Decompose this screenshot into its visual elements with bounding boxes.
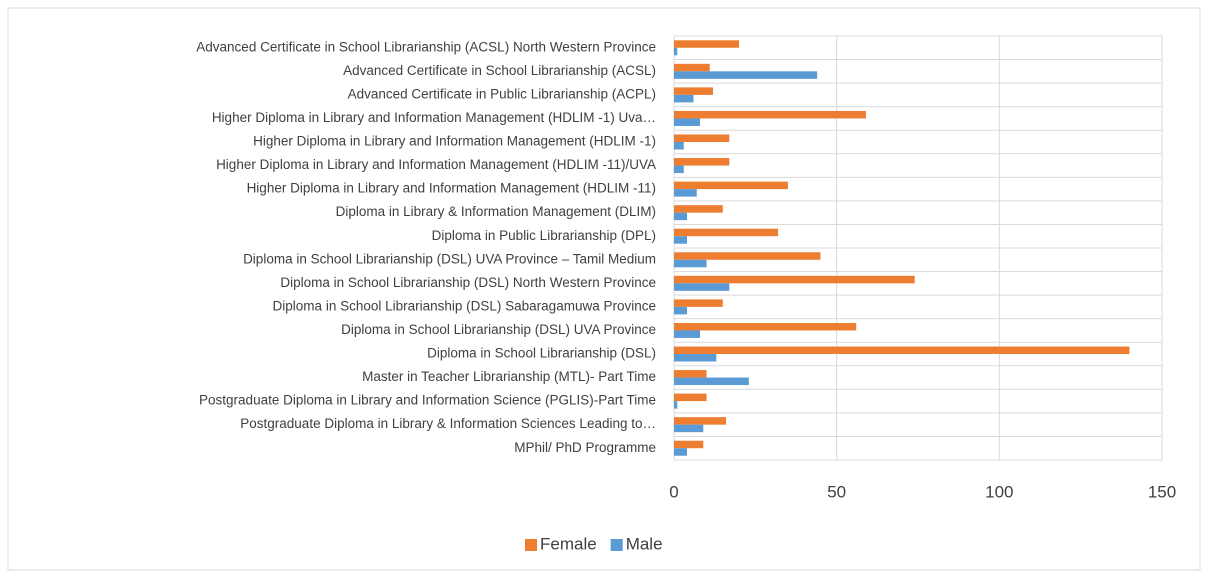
y-tick-label: Higher Diploma in Library and Informatio… bbox=[253, 134, 656, 149]
y-tick-label: Diploma in Public Librarianship (DPL) bbox=[432, 228, 656, 243]
bar bbox=[674, 118, 701, 126]
x-tick-label: 100 bbox=[985, 482, 1013, 501]
bar bbox=[674, 393, 707, 402]
y-tick-label: Diploma in School Librarianship (DSL) UV… bbox=[243, 251, 656, 266]
bar bbox=[674, 440, 704, 449]
bar bbox=[674, 377, 749, 386]
bar bbox=[674, 259, 707, 268]
y-tick-label: Diploma in School Librarianship (DSL) Sa… bbox=[273, 298, 656, 313]
legend-swatch bbox=[610, 539, 623, 551]
bar bbox=[674, 158, 730, 166]
y-tick-label: Diploma in Library & Information Managem… bbox=[336, 204, 656, 219]
y-tick-label: Diploma in School Librarianship (DSL) bbox=[427, 346, 656, 361]
legend-label: Female bbox=[540, 534, 597, 553]
x-tick-label: 50 bbox=[827, 482, 846, 501]
y-tick-label: Diploma in School Librarianship (DSL) No… bbox=[280, 275, 656, 290]
y-tick-label: Master in Teacher Librarianship (MTL)- P… bbox=[362, 369, 656, 384]
bar bbox=[674, 71, 818, 79]
bar bbox=[674, 134, 730, 142]
bar bbox=[674, 448, 688, 456]
legend-label: Male bbox=[626, 534, 663, 553]
bar bbox=[674, 87, 714, 95]
bar bbox=[674, 189, 697, 197]
bar bbox=[674, 236, 688, 244]
bar bbox=[674, 322, 857, 331]
y-tick-label: Higher Diploma in Library and Informatio… bbox=[216, 157, 656, 172]
bar bbox=[674, 283, 730, 291]
bar bbox=[674, 165, 684, 174]
bar bbox=[674, 299, 723, 307]
bar bbox=[674, 63, 710, 72]
y-tick-label: Advanced Certificate in School Librarian… bbox=[343, 63, 656, 78]
bar bbox=[674, 306, 688, 315]
bar bbox=[674, 110, 866, 119]
y-tick-label: MPhil/ PhD Programme bbox=[514, 440, 656, 455]
bar bbox=[674, 330, 701, 338]
y-tick-label: Postgraduate Diploma in Library and Info… bbox=[199, 393, 656, 408]
bar bbox=[674, 370, 707, 378]
bar bbox=[674, 40, 740, 48]
bar bbox=[674, 228, 779, 237]
y-tick-label: Diploma in School Librarianship (DSL) UV… bbox=[341, 322, 656, 337]
x-tick-label: 0 bbox=[669, 482, 678, 501]
bar bbox=[674, 94, 694, 103]
y-tick-label: Advanced Certificate in Public Librarian… bbox=[348, 86, 656, 101]
y-tick-label: Higher Diploma in Library and Informatio… bbox=[247, 181, 656, 196]
bar bbox=[674, 275, 915, 284]
bar bbox=[674, 47, 678, 56]
chart-frame bbox=[7, 7, 1201, 571]
y-tick-label: Higher Diploma in Library and Informatio… bbox=[212, 110, 656, 125]
bar bbox=[674, 401, 678, 409]
bar bbox=[674, 212, 688, 221]
bar bbox=[674, 142, 684, 150]
bar bbox=[674, 252, 821, 260]
bar bbox=[674, 205, 723, 213]
bar bbox=[674, 181, 788, 190]
y-tick-label: Postgraduate Diploma in Library & Inform… bbox=[240, 416, 656, 431]
x-tick-label: 150 bbox=[1148, 482, 1176, 501]
y-tick-label: Advanced Certificate in School Librarian… bbox=[196, 39, 656, 54]
bar bbox=[674, 424, 704, 433]
bar bbox=[674, 346, 1130, 354]
bar bbox=[674, 354, 717, 362]
legend-swatch bbox=[525, 539, 537, 551]
bar bbox=[674, 417, 727, 425]
